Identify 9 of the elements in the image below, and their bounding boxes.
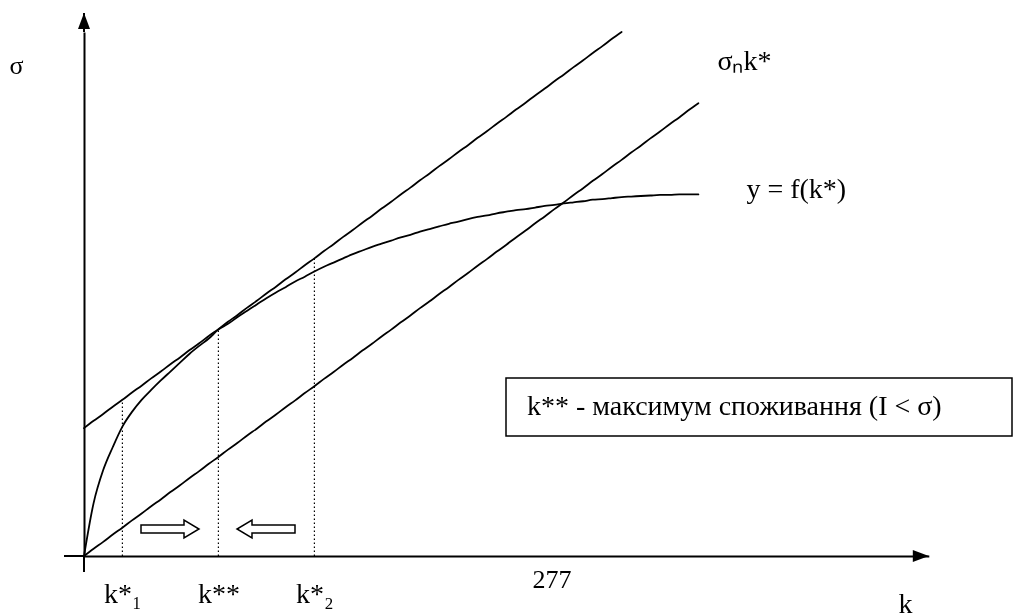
x-tick-label: k** xyxy=(197,577,240,609)
series-label: y = f(k*) xyxy=(746,173,847,205)
x-tick-label: k*₂ xyxy=(296,577,334,609)
y-axis-title: σ xyxy=(9,50,24,80)
x-tick-label: k*₁ xyxy=(104,577,142,609)
text: 277 xyxy=(532,565,572,594)
annotation: k** - максимум споживання (I < σ) xyxy=(527,390,942,421)
series-label: σₙk* xyxy=(717,45,772,77)
x-axis-title: k xyxy=(898,587,913,615)
